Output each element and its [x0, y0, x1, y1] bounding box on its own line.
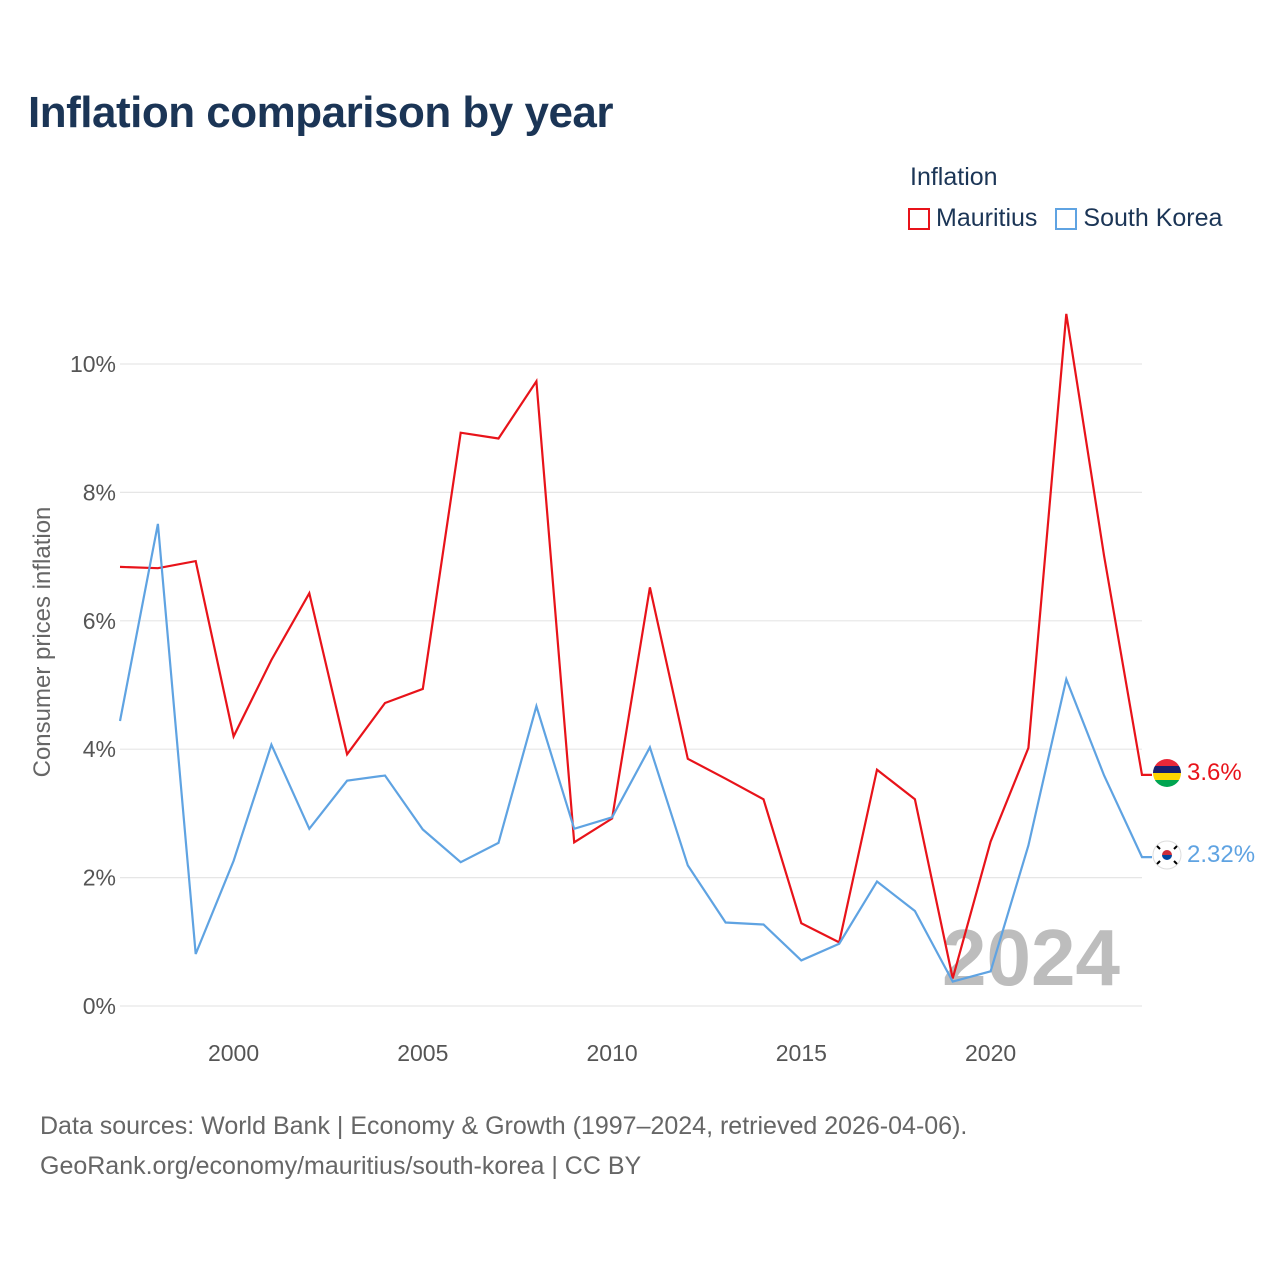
footer-link[interactable]: GeoRank.org/economy/mauritius/south-kore…	[40, 1152, 642, 1180]
mauritius-flag-icon	[1153, 759, 1181, 787]
y-tick-label: 4%	[83, 736, 116, 762]
legend-swatch-south-korea	[1055, 207, 1078, 230]
legend: Mauritius South Korea	[908, 204, 1240, 233]
legend-title: Inflation	[910, 163, 998, 191]
series-lines	[118, 313, 1152, 983]
footer-sources: Data sources: World Bank | Economy & Gro…	[40, 1112, 968, 1140]
chart-title: Inflation comparison by year	[28, 88, 614, 137]
x-axis-ticks: 2000 2005 2010 2015 2020	[208, 1040, 1016, 1066]
y-tick-label: 2%	[83, 865, 116, 891]
end-label-south-korea: 2.32%	[1187, 841, 1255, 868]
y-axis-label: Consumer prices inflation	[29, 507, 56, 778]
legend-label-south-korea: South Korea	[1083, 204, 1223, 232]
end-markers	[1152, 759, 1182, 870]
x-tick-label: 2000	[208, 1040, 259, 1066]
legend-label-mauritius: Mauritius	[936, 204, 1038, 232]
south-korea-flag-icon	[1152, 840, 1182, 870]
end-labels: 3.6% 2.32%	[1187, 759, 1255, 868]
end-label-mauritius: 3.6%	[1187, 759, 1242, 786]
y-tick-label: 6%	[83, 608, 116, 634]
y-axis-ticks: 0% 2% 4% 6% 8% 10%	[70, 351, 116, 1019]
legend-item-south-korea[interactable]: South Korea	[1055, 204, 1222, 233]
y-tick-label: 10%	[70, 351, 116, 377]
legend-swatch-mauritius	[908, 207, 930, 230]
year-watermark: 2024	[942, 913, 1120, 1002]
x-tick-label: 2005	[397, 1040, 448, 1066]
line-chart: 0% 2% 4% 6% 8% 10% 2000 2005 2010 2015 2020 Consu…	[29, 313, 1255, 1066]
gridlines	[120, 363, 1142, 1007]
x-tick-label: 2010	[586, 1040, 637, 1066]
x-tick-label: 2015	[776, 1040, 827, 1066]
series-line-mauritius[interactable]	[119, 313, 1152, 979]
x-tick-label: 2020	[965, 1040, 1016, 1066]
series-line-south-korea[interactable]	[118, 523, 1152, 983]
legend-item-mauritius[interactable]: Mauritius	[908, 204, 1037, 233]
footer: Data sources: World Bank | Economy & Gro…	[40, 1106, 967, 1186]
y-tick-label: 0%	[83, 993, 116, 1019]
y-tick-label: 8%	[83, 479, 116, 505]
